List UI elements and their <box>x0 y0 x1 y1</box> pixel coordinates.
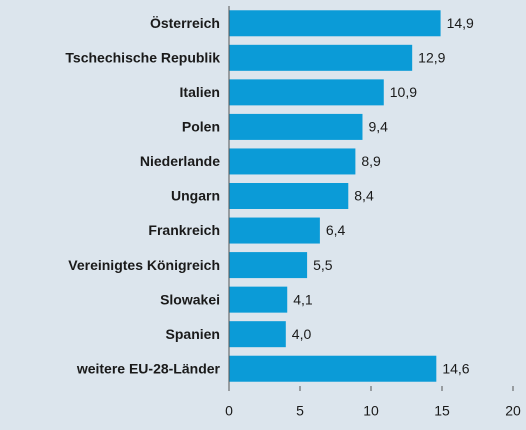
bar <box>229 321 286 348</box>
y-tick-label: Italien <box>180 84 220 100</box>
x-tick-label: 10 <box>363 403 379 419</box>
value-label: 14,9 <box>447 15 474 31</box>
y-tick-label: Frankreich <box>148 222 220 238</box>
bar <box>229 113 363 140</box>
bar <box>229 79 384 106</box>
value-label: 10,9 <box>390 84 417 100</box>
x-tick-label: 15 <box>434 403 450 419</box>
y-tick-label: Polen <box>182 119 220 135</box>
value-label: 5,5 <box>313 257 333 273</box>
bar <box>229 44 413 71</box>
value-label: 4,0 <box>292 326 312 342</box>
y-tick-label: Slowakei <box>160 291 220 307</box>
y-tick-label: Österreich <box>150 15 220 31</box>
value-label: 8,4 <box>354 188 374 204</box>
y-tick-label: Spanien <box>166 326 220 342</box>
value-label: 4,1 <box>293 291 313 307</box>
x-tick-label: 20 <box>505 403 521 419</box>
value-label: 9,4 <box>368 119 388 135</box>
value-label: 14,6 <box>442 360 469 376</box>
bar <box>229 10 441 37</box>
bar <box>229 217 320 244</box>
bar <box>229 286 288 313</box>
y-tick-label: weitere EU-28-Länder <box>76 360 221 376</box>
bar <box>229 183 349 209</box>
bar <box>229 355 437 382</box>
value-label: 8,9 <box>361 153 381 169</box>
value-label: 12,9 <box>418 50 445 66</box>
value-label: 6,4 <box>326 222 346 238</box>
y-tick-label: Ungarn <box>171 188 220 204</box>
x-tick-label: 5 <box>296 403 304 419</box>
y-tick-label: Niederlande <box>140 153 220 169</box>
bar <box>229 252 308 279</box>
x-tick-label: 0 <box>225 403 233 419</box>
bar <box>229 148 356 175</box>
y-tick-label: Vereinigtes Königreich <box>68 257 220 273</box>
y-tick-label: Tschechische Republik <box>65 50 220 66</box>
